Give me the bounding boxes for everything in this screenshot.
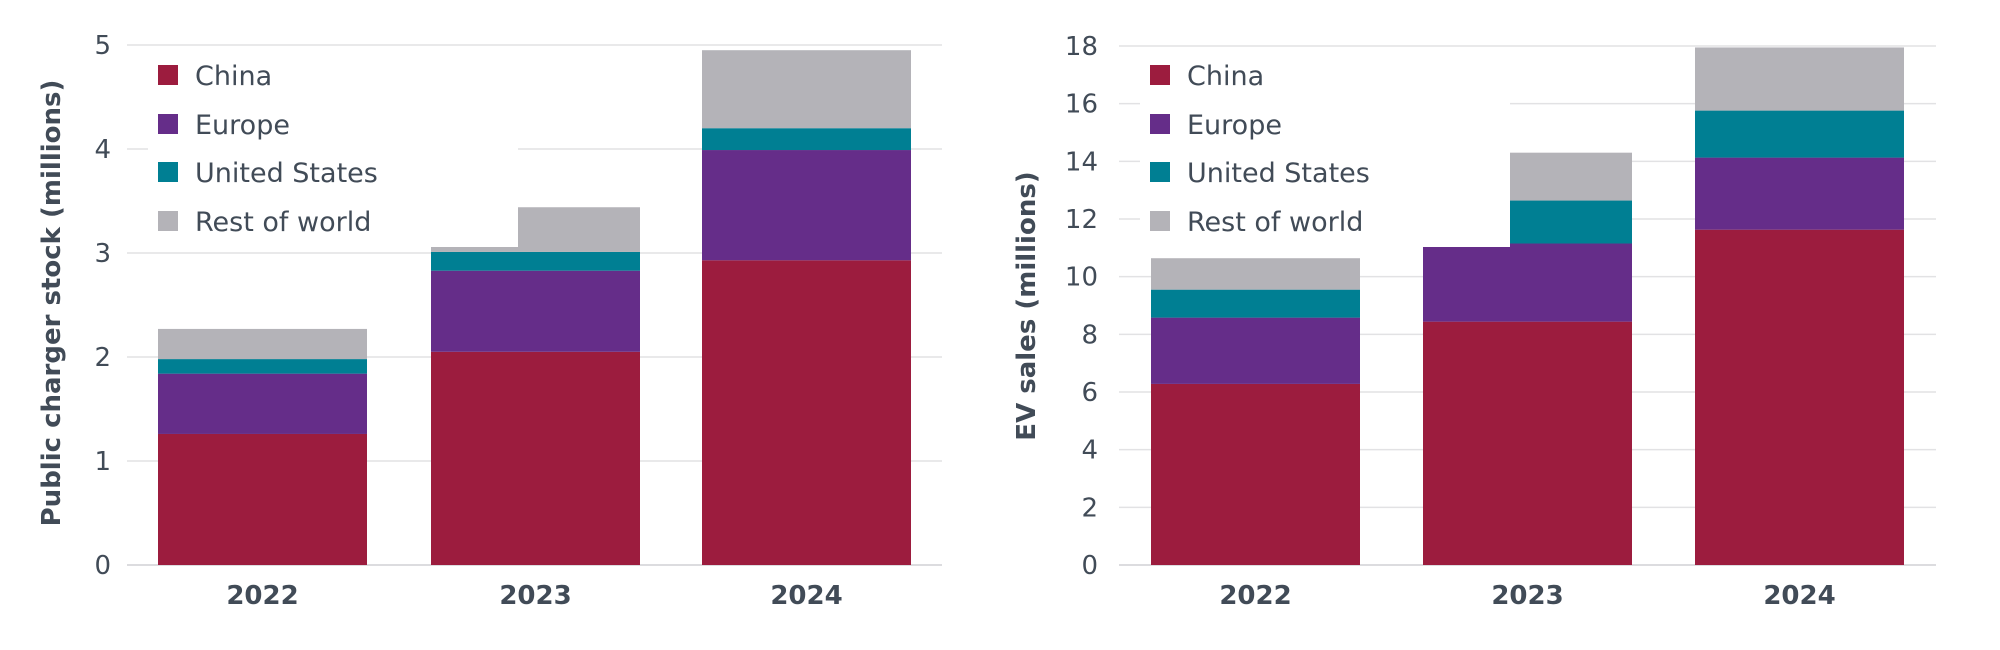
- y-tick-label: 14: [1065, 147, 1098, 177]
- legend-swatch-europe: [158, 114, 178, 134]
- bar-china-2022: [158, 433, 367, 565]
- legend-swatch-rest-of-world: [158, 211, 178, 231]
- bar-united-states-2022: [1151, 289, 1360, 318]
- bars: [1151, 47, 1904, 565]
- legend-label: Europe: [195, 110, 290, 141]
- bar-rest-of-world-2022: [158, 328, 367, 360]
- bar-europe-2022: [1151, 317, 1360, 384]
- legend-swatch-china: [158, 65, 178, 85]
- legend-swatch-rest-of-world: [1150, 211, 1170, 231]
- y-tick-label: 0: [1081, 551, 1098, 581]
- y-tick-label: 4: [1081, 436, 1098, 466]
- bar-rest-of-world-2024: [702, 50, 911, 129]
- y-tick-label: 2: [94, 343, 111, 373]
- legend-background: [1140, 52, 1510, 247]
- y-tick-label: 1: [94, 447, 111, 477]
- bar-united-states-2023: [431, 251, 640, 271]
- legend-label: United States: [195, 158, 378, 189]
- bar-europe-2022: [158, 373, 367, 434]
- bar-china-2024: [1695, 229, 1904, 565]
- x-tick-label: 2024: [1763, 581, 1835, 611]
- y-tick-label: 2: [1081, 493, 1098, 523]
- public-charger-stock-chart: Public charger stock (millions) 0 1 2 3 4 5 20…: [37, 31, 942, 611]
- bar-china-2023: [431, 351, 640, 565]
- legend-swatch-china: [1150, 65, 1170, 85]
- bar-europe-2023: [431, 270, 640, 352]
- legend-label: United States: [1187, 158, 1370, 189]
- legend: China Europe United States Rest of world: [148, 52, 518, 247]
- legend-label: China: [1187, 61, 1264, 92]
- y-tick-label: 8: [1081, 320, 1098, 350]
- legend-swatch-united-states: [1150, 162, 1170, 182]
- y-tick-label: 16: [1065, 90, 1098, 120]
- legend-label: Rest of world: [195, 207, 371, 238]
- x-tick-label: 2023: [1491, 581, 1563, 611]
- bar-china-2024: [702, 260, 911, 565]
- y-axis-title: EV sales (millions): [1012, 171, 1042, 440]
- y-tick-label: 12: [1065, 205, 1098, 235]
- bar-europe-2024: [1695, 157, 1904, 230]
- bar-united-states-2024: [1695, 110, 1904, 158]
- bar-europe-2024: [702, 150, 911, 261]
- y-tick-label: 18: [1065, 32, 1098, 62]
- y-tick-label: 4: [94, 135, 111, 165]
- bar-china-2023: [1423, 321, 1632, 565]
- legend-background: [148, 52, 518, 247]
- bar-rest-of-world-2022: [1151, 258, 1360, 290]
- y-tick-label: 5: [94, 31, 111, 61]
- x-tick-label: 2022: [226, 581, 298, 611]
- y-tick-label: 0: [94, 551, 111, 581]
- x-tick-label: 2023: [499, 581, 571, 611]
- x-tick-label: 2024: [770, 581, 842, 611]
- legend: China Europe United States Rest of world: [1140, 52, 1510, 247]
- bar-china-2022: [1151, 383, 1360, 565]
- y-tick-label: 3: [94, 239, 111, 269]
- legend-swatch-europe: [1150, 114, 1170, 134]
- ev-sales-chart: EV sales (millions) 0 2 4 6 8 10 12 14 16 18 2022 2…: [1012, 32, 1936, 611]
- legend-label: Europe: [1187, 110, 1282, 141]
- legend-label: Rest of world: [1187, 207, 1363, 238]
- y-tick-label: 6: [1081, 378, 1098, 408]
- bar-united-states-2022: [158, 359, 367, 374]
- bar-united-states-2024: [702, 128, 911, 151]
- x-tick-label: 2022: [1219, 581, 1291, 611]
- y-axis-title: Public charger stock (millions): [37, 80, 67, 527]
- legend-swatch-united-states: [158, 162, 178, 182]
- bar-europe-2023: [1423, 243, 1632, 322]
- y-tick-label: 10: [1065, 263, 1098, 293]
- bar-rest-of-world-2024: [1695, 47, 1904, 111]
- legend-label: China: [195, 61, 272, 92]
